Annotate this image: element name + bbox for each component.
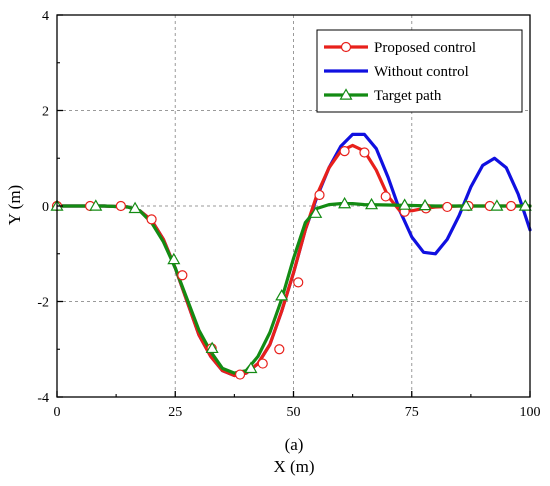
- series-marker-3: [275, 289, 289, 301]
- x-tick-label: 50: [287, 405, 301, 420]
- series-marker-3: [167, 252, 181, 265]
- x-tick-label: 0: [54, 405, 61, 420]
- series-marker-1: [380, 191, 391, 202]
- series-marker-3: [398, 198, 412, 210]
- series-marker-1: [314, 189, 325, 201]
- y-tick-label: -4: [37, 391, 49, 406]
- series-marker-1: [293, 277, 304, 288]
- series-marker-1: [274, 344, 285, 355]
- series-marker-3: [309, 206, 323, 218]
- x-tick-label: 100: [520, 405, 541, 420]
- y-tick-label: 4: [42, 9, 49, 24]
- series-group: [50, 132, 532, 380]
- series-marker-3: [490, 199, 504, 211]
- y-tick-label: -2: [37, 296, 49, 311]
- panel-label: (a): [285, 435, 304, 454]
- legend-marker-3: [339, 88, 353, 100]
- series-marker-3: [518, 199, 532, 211]
- series-marker-1: [146, 214, 157, 225]
- series-marker-3: [128, 201, 142, 214]
- legend-label-1: Proposed control: [374, 40, 476, 56]
- y-tick-label: 0: [42, 200, 49, 215]
- axes: 0 25 50 75 100 -4 -2 0 2 4: [37, 9, 540, 420]
- series-marker-3: [418, 198, 432, 211]
- series-marker-1: [234, 369, 246, 380]
- x-axis-label: X (m): [273, 457, 314, 476]
- series-marker-1: [505, 200, 517, 212]
- legend-label-2: Without control: [374, 64, 469, 80]
- series-marker-1: [177, 270, 188, 281]
- x-tick-label: 75: [405, 405, 419, 420]
- series-marker-3: [244, 361, 258, 374]
- series-marker-1: [115, 200, 126, 212]
- y-axis-label: Y (m): [5, 185, 24, 225]
- x-tick-label: 25: [168, 405, 182, 420]
- series-marker-3: [365, 197, 379, 210]
- legend: Proposed control Without control Target pa…: [316, 29, 523, 113]
- series-marker-1: [442, 201, 453, 213]
- series-marker-3: [459, 199, 473, 211]
- legend-label-3: Target path: [374, 88, 442, 104]
- series-marker-1: [339, 145, 350, 157]
- series-marker-3: [89, 199, 103, 211]
- series-marker-1: [359, 147, 370, 158]
- series-marker-3: [338, 196, 352, 209]
- y-tick-label: 2: [42, 105, 49, 120]
- series-marker-3: [205, 341, 219, 354]
- legend-marker-1: [340, 41, 352, 53]
- series-marker-1: [257, 358, 268, 369]
